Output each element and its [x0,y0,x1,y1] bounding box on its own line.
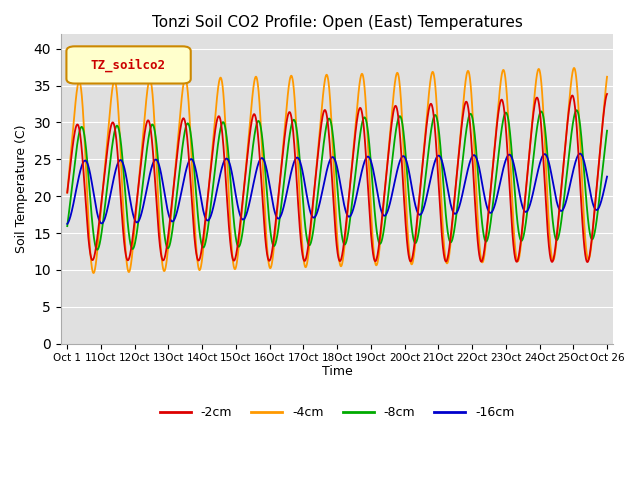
Y-axis label: Soil Temperature (C): Soil Temperature (C) [15,125,28,253]
X-axis label: Time: Time [322,365,353,378]
FancyBboxPatch shape [67,47,191,84]
Legend: -2cm, -4cm, -8cm, -16cm: -2cm, -4cm, -8cm, -16cm [154,401,520,424]
Text: TZ_soilco2: TZ_soilco2 [91,58,166,72]
Title: Tonzi Soil CO2 Profile: Open (East) Temperatures: Tonzi Soil CO2 Profile: Open (East) Temp… [152,15,523,30]
